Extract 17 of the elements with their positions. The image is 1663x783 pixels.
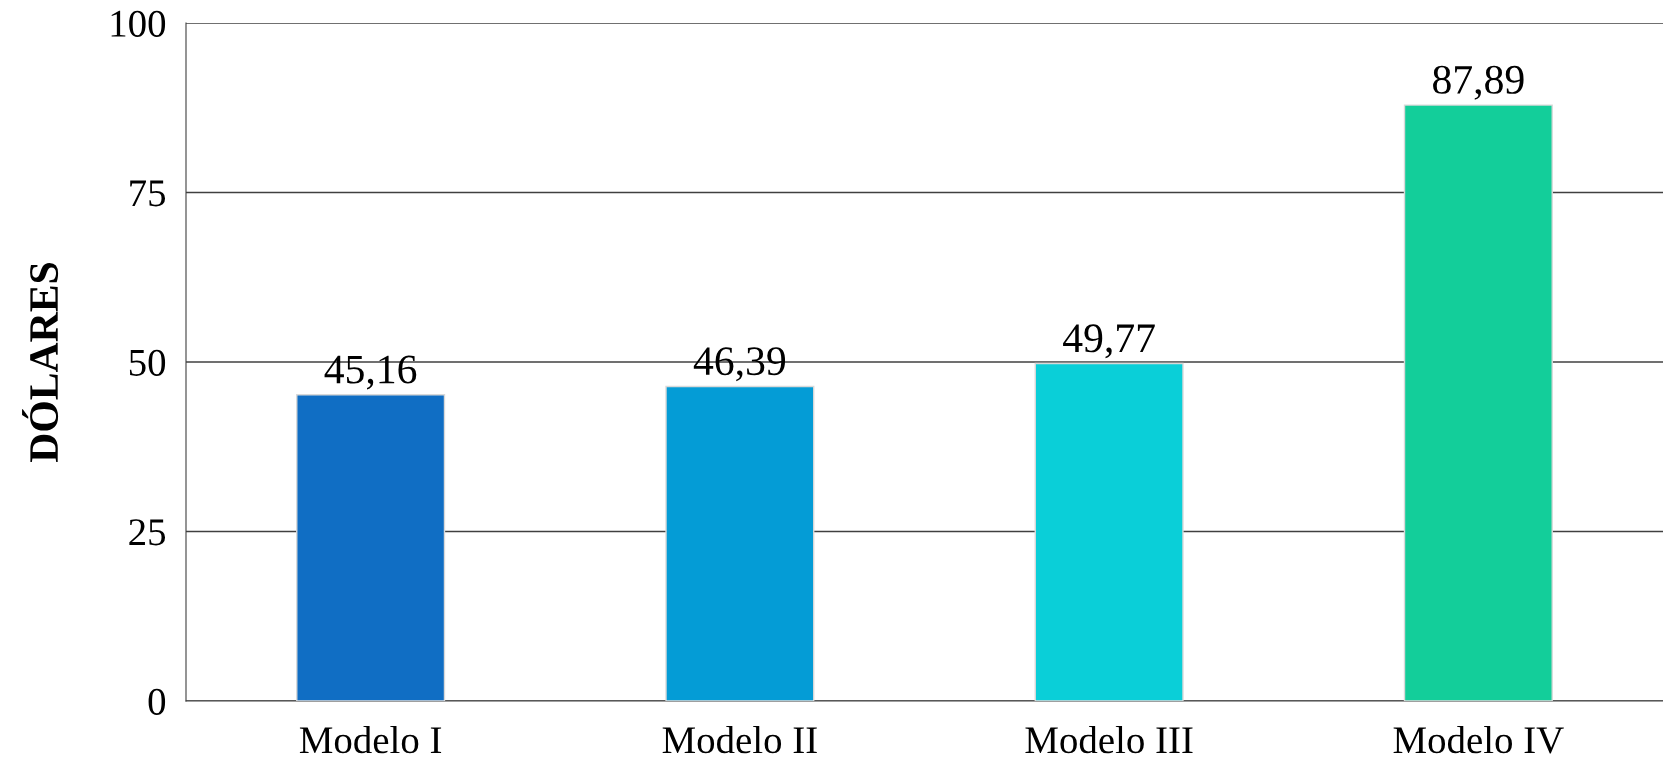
data-label: 87,89 (1433, 65, 1524, 100)
bar (1403, 104, 1553, 701)
x-tick-label: Modelo IV (1393, 726, 1564, 754)
bar (1034, 362, 1184, 701)
bar (296, 394, 446, 701)
data-label: 49,77 (1063, 324, 1155, 359)
x-tick-label: Modelo III (1025, 726, 1193, 754)
x-tick-label: Modelo I (299, 726, 442, 754)
y-tick-label: 100 (111, 10, 166, 37)
y-tick-label: 25 (129, 519, 166, 546)
data-label: 45,16 (324, 355, 417, 390)
x-tick-label: Modelo II (662, 726, 817, 754)
y-axis-title: DÓLARES (22, 263, 59, 462)
y-tick-label: 75 (130, 180, 166, 207)
y-tick-label: 0 (148, 688, 166, 715)
bar (665, 385, 815, 701)
y-tick-label: 50 (129, 349, 166, 376)
